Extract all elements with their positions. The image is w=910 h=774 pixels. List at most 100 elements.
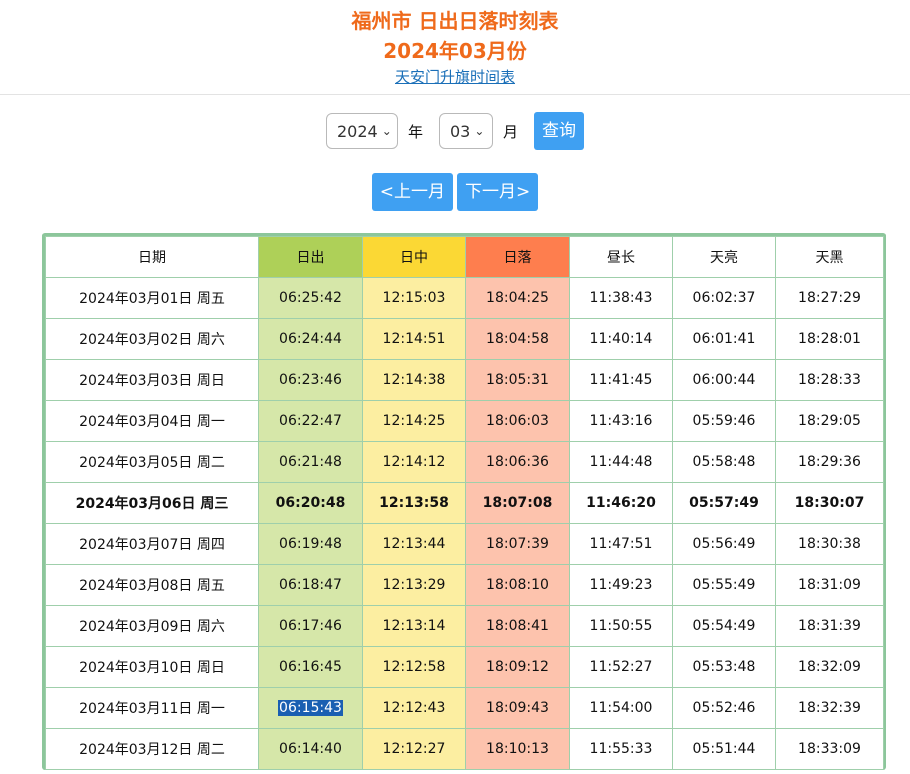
header-day-length: 昼长 bbox=[569, 236, 673, 278]
cell-sunrise: 06:22:47 bbox=[258, 400, 363, 442]
cell-sunset: 18:06:03 bbox=[465, 400, 570, 442]
cell-date-value: 2024年03月05日 周二 bbox=[79, 455, 225, 471]
month-select-value: 03 bbox=[450, 121, 471, 141]
cell-dawn-value: 05:56:49 bbox=[692, 536, 756, 552]
cell-noon: 12:13:44 bbox=[362, 523, 466, 565]
cell-date: 2024年03月06日 周三 bbox=[45, 482, 259, 524]
cell-dawn: 06:02:37 bbox=[672, 277, 776, 319]
header-dawn: 天亮 bbox=[672, 236, 776, 278]
cell-daylength: 11:41:45 bbox=[569, 359, 673, 401]
flag-raising-link[interactable]: 天安门升旗时间表 bbox=[394, 68, 515, 86]
header-dusk: 天黑 bbox=[775, 236, 884, 278]
cell-sunrise: 06:17:46 bbox=[258, 605, 363, 647]
cell-noon-value: 12:14:12 bbox=[382, 454, 446, 470]
cell-sunrise-value: 06:18:47 bbox=[279, 577, 342, 593]
cell-noon-value: 12:12:58 bbox=[382, 659, 446, 675]
cell-dusk: 18:30:38 bbox=[775, 523, 884, 565]
next-month-button[interactable]: 下一月> bbox=[457, 173, 539, 211]
cell-date-value: 2024年03月01日 周五 bbox=[79, 291, 225, 307]
cell-noon-value: 12:14:38 bbox=[382, 372, 446, 388]
page-header: 福州市 日出日落时刻表 2024年03月份 天安门升旗时间表 bbox=[0, 0, 910, 95]
cell-dusk-value: 18:32:39 bbox=[798, 700, 861, 716]
table-row: 2024年03月07日 周四 06:19:48 12:13:44 18:07:39 11… bbox=[45, 523, 884, 565]
prev-month-button[interactable]: <上一月 bbox=[371, 173, 453, 211]
cell-date-value: 2024年03月04日 周一 bbox=[79, 414, 225, 430]
cell-dawn: 05:54:49 bbox=[672, 605, 776, 647]
cell-sunset-value: 18:06:36 bbox=[486, 454, 549, 470]
cell-dusk-value: 18:31:39 bbox=[798, 618, 861, 634]
cell-sunrise: 06:15:43 bbox=[258, 687, 363, 729]
cell-sunset-value: 18:10:13 bbox=[486, 741, 549, 757]
cell-sunset-value: 18:05:31 bbox=[486, 372, 549, 388]
cell-noon: 12:13:14 bbox=[362, 605, 466, 647]
cell-noon: 12:14:25 bbox=[362, 400, 466, 442]
year-unit-label: 年 bbox=[407, 122, 423, 141]
cell-date: 2024年03月11日 周一 bbox=[45, 687, 259, 729]
cell-dusk: 18:27:29 bbox=[775, 277, 884, 319]
cell-daylength-value: 11:41:45 bbox=[589, 372, 653, 388]
cell-noon: 12:13:58 bbox=[362, 482, 466, 524]
cell-sunset-value: 18:04:25 bbox=[486, 290, 549, 306]
cell-dusk-value: 18:30:38 bbox=[798, 536, 861, 552]
cell-daylength: 11:47:51 bbox=[569, 523, 673, 565]
table-row: 2024年03月02日 周六 06:24:44 12:14:51 18:04:58 11… bbox=[45, 318, 884, 360]
cell-daylength-value: 11:54:00 bbox=[589, 700, 653, 716]
cell-daylength: 11:49:23 bbox=[569, 564, 673, 606]
cell-dawn-value: 05:55:49 bbox=[692, 577, 756, 593]
query-button[interactable]: 查询 bbox=[534, 112, 585, 150]
sun-times-table-container: 日期 日出 日中 日落 昼长 天亮 天黑 2024年03月01日 周五 06:25… bbox=[42, 233, 886, 770]
cell-date-value: 2024年03月07日 周四 bbox=[79, 537, 225, 553]
cell-dusk: 18:33:09 bbox=[775, 728, 884, 770]
table-row: 2024年03月05日 周二 06:21:48 12:14:12 18:06:36 11… bbox=[45, 441, 884, 483]
query-controls: 2024 ⌄ 年 03 ⌄ 月 查询 bbox=[0, 111, 910, 151]
cell-dawn-value: 05:54:49 bbox=[692, 618, 756, 634]
cell-dusk-value: 18:29:36 bbox=[798, 454, 861, 470]
cell-sunset-value: 18:08:41 bbox=[486, 618, 549, 634]
cell-date: 2024年03月03日 周日 bbox=[45, 359, 259, 401]
cell-daylength: 11:40:14 bbox=[569, 318, 673, 360]
cell-dusk: 18:30:07 bbox=[775, 482, 884, 524]
cell-sunset: 18:09:43 bbox=[465, 687, 570, 729]
cell-sunrise: 06:21:48 bbox=[258, 441, 363, 483]
cell-sunset-value: 18:04:58 bbox=[486, 331, 549, 347]
header-sunrise: 日出 bbox=[258, 236, 363, 278]
cell-noon: 12:12:27 bbox=[362, 728, 466, 770]
chevron-down-icon: ⌄ bbox=[474, 124, 485, 138]
table-row: 2024年03月10日 周日 06:16:45 12:12:58 18:09:12 11… bbox=[45, 646, 884, 688]
cell-date-value: 2024年03月10日 周日 bbox=[79, 660, 225, 676]
cell-daylength: 11:44:48 bbox=[569, 441, 673, 483]
cell-noon: 12:15:03 bbox=[362, 277, 466, 319]
cell-date: 2024年03月01日 周五 bbox=[45, 277, 259, 319]
cell-sunrise: 06:24:44 bbox=[258, 318, 363, 360]
month-nav: <上一月 下一月> bbox=[0, 173, 910, 211]
table-row: 2024年03月12日 周二 06:14:40 12:12:27 18:10:13 11… bbox=[45, 728, 884, 770]
table-row: 2024年03月01日 周五 06:25:42 12:15:03 18:04:25 11… bbox=[45, 277, 884, 319]
table-row: 2024年03月08日 周五 06:18:47 12:13:29 18:08:10 11… bbox=[45, 564, 884, 606]
cell-daylength-value: 11:55:33 bbox=[589, 741, 653, 757]
cell-daylength-value: 11:44:48 bbox=[589, 454, 653, 470]
cell-daylength: 11:50:55 bbox=[569, 605, 673, 647]
cell-sunset: 18:08:41 bbox=[465, 605, 570, 647]
cell-dusk-value: 18:32:09 bbox=[798, 659, 861, 675]
cell-noon-value: 12:12:43 bbox=[382, 700, 446, 716]
cell-sunset-value: 18:08:10 bbox=[486, 577, 549, 593]
month-select[interactable]: 03 ⌄ bbox=[439, 113, 493, 149]
year-select[interactable]: 2024 ⌄ bbox=[325, 113, 398, 149]
cell-daylength: 11:38:43 bbox=[569, 277, 673, 319]
cell-dawn-value: 06:00:44 bbox=[692, 372, 756, 388]
cell-sunrise: 06:16:45 bbox=[258, 646, 363, 688]
table-row: 2024年03月09日 周六 06:17:46 12:13:14 18:08:41 11… bbox=[45, 605, 884, 647]
cell-noon-value: 12:13:44 bbox=[382, 536, 446, 552]
cell-date-value: 2024年03月06日 周三 bbox=[75, 496, 229, 512]
table-row: 2024年03月04日 周一 06:22:47 12:14:25 18:06:03 11… bbox=[45, 400, 884, 442]
header-noon: 日中 bbox=[362, 236, 466, 278]
cell-dawn-value: 05:59:46 bbox=[692, 413, 756, 429]
cell-dusk-value: 18:28:33 bbox=[798, 372, 861, 388]
cell-dusk-value: 18:33:09 bbox=[798, 741, 861, 757]
cell-sunrise-value: 06:21:48 bbox=[279, 454, 342, 470]
cell-dawn: 05:55:49 bbox=[672, 564, 776, 606]
cell-sunrise-value: 06:22:47 bbox=[279, 413, 342, 429]
table-row: 2024年03月03日 周日 06:23:46 12:14:38 18:05:31 11… bbox=[45, 359, 884, 401]
cell-date-value: 2024年03月11日 周一 bbox=[79, 701, 225, 717]
cell-sunset: 18:08:10 bbox=[465, 564, 570, 606]
